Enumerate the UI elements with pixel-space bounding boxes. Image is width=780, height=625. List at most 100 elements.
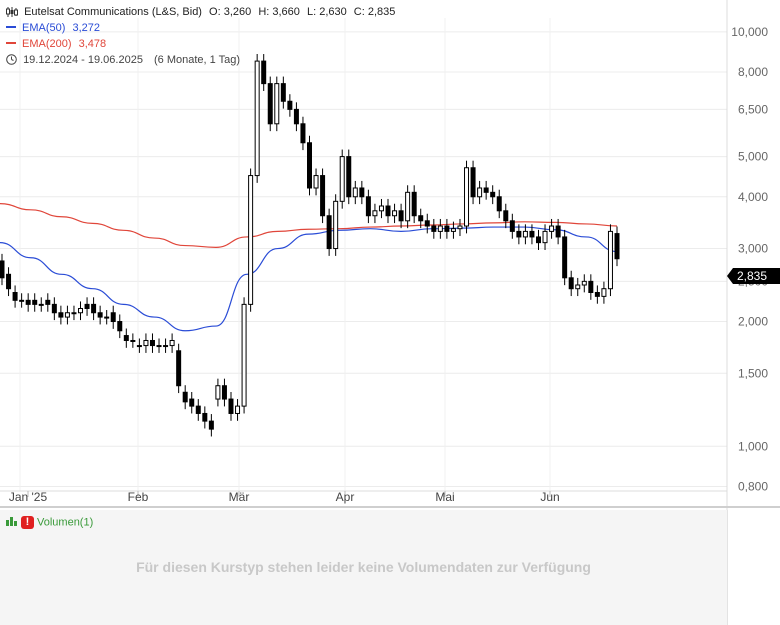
candle-body [202,412,208,422]
last-price-marker: 2,835 [727,268,780,284]
candle-body [104,316,110,319]
candle-body [352,187,358,198]
candle-body [143,339,149,347]
x-tick-label: Mär [229,490,250,504]
candle-body [431,225,437,232]
candle-body [280,83,286,102]
candle-body [346,156,352,198]
volume-message: Für diesen Kurstyp stehen leider keine V… [136,559,591,575]
candle-body [123,335,129,341]
candles [0,54,620,437]
candle-body [91,303,97,314]
ema200-value: 3,478 [78,38,107,50]
candle-body [169,339,175,347]
candle-body [182,391,188,403]
ema200-swatch [6,42,16,45]
y-tick-label: 1,000 [738,439,768,453]
candle-body [215,385,221,400]
candle-body [287,100,293,110]
volume-legend[interactable]: ! Volumen(1) [6,516,93,529]
candle-body [496,196,502,212]
y-tick-label: 8,000 [738,65,768,79]
candle-body [614,233,620,260]
candle-body [535,236,541,244]
y-tick-label: 1,500 [738,366,768,380]
clock-icon [6,53,17,65]
ema200-legend[interactable]: EMA(200) 3,478 [6,38,110,50]
volume-label: Volumen(1) [37,516,94,529]
plot-area [0,0,727,491]
low-value: L: 2,630 [306,6,347,18]
candle-body [516,230,522,238]
candle-body [542,230,548,244]
last-price-value: 2,835 [737,269,767,283]
candle-body [509,220,515,232]
candle-body [405,191,411,222]
candle-body [163,345,169,348]
candle-body [575,284,581,290]
candle-body [195,405,201,414]
candle-body [32,299,38,305]
candle-body [78,308,84,314]
y-tick-label: 0,800 [738,479,768,493]
candle-body [418,215,424,222]
candle-body [601,288,607,297]
ema200-label: EMA(200) [22,38,72,50]
last-price-tag [727,268,780,284]
volume-pane [0,510,727,625]
candle-body [235,405,241,414]
candle-body [58,312,64,318]
x-tick-labels: Jan '25 Feb Mär Apr Mai Jun [9,490,560,504]
candle-body [320,175,326,217]
candle-body [522,230,528,238]
candle-body [71,312,77,315]
candle-body [568,277,574,290]
candle-body [130,339,136,342]
date-range-legend: 19.12.2024 - 19.06.2025 (6 Monate, 1 Tag… [6,53,244,66]
candle-body [529,230,535,238]
candle-body [477,187,483,198]
candle-body [562,236,568,279]
candle-body [372,210,378,217]
candle-body [51,303,57,314]
candle-body [490,191,496,198]
candle-body [398,210,404,222]
candle-body [594,291,600,297]
candle-body [221,385,227,400]
warning-icon: ! [21,516,34,529]
candle-body [365,196,371,217]
candle-body [241,303,247,407]
header-legend: Eutelsat Communications (L&S, Bid) O: 3,… [6,6,399,18]
candle-body [293,108,299,125]
y-tick-labels: 10,0008,0006,5005,0004,0003,0002,5002,00… [731,25,768,494]
candle-body [136,345,142,348]
candle-body [38,303,44,306]
candle-body [261,60,267,85]
y-tick-label: 3,000 [738,242,768,256]
candle-body [470,167,476,198]
candle-body [424,220,430,227]
close-value: C: 2,835 [353,6,396,18]
open-value: O: 3,260 [209,6,252,18]
high-value: H: 3,660 [258,6,300,18]
candle-body [411,191,417,217]
y-tick-label: 10,000 [731,25,768,39]
candle-body [0,260,5,279]
bar-chart-icon [6,516,18,529]
candle-body [313,175,319,189]
ema50-legend[interactable]: EMA(50) 3,272 [6,22,104,34]
y-tick-label: 5,000 [738,150,768,164]
candle-body [300,123,306,144]
candle-body [437,225,443,232]
candle-body [549,225,555,232]
candle-body [588,280,594,293]
candle-body [457,225,463,230]
candle-body [339,156,345,202]
candle-body [385,205,391,217]
candle-body [110,312,116,323]
candle-body [228,398,234,414]
candle-body [64,312,70,318]
candle-body [25,299,31,305]
price-chart[interactable]: 10,0008,0006,5005,0004,0003,0002,5002,00… [0,0,780,510]
y-tick-label: 4,000 [738,190,768,204]
